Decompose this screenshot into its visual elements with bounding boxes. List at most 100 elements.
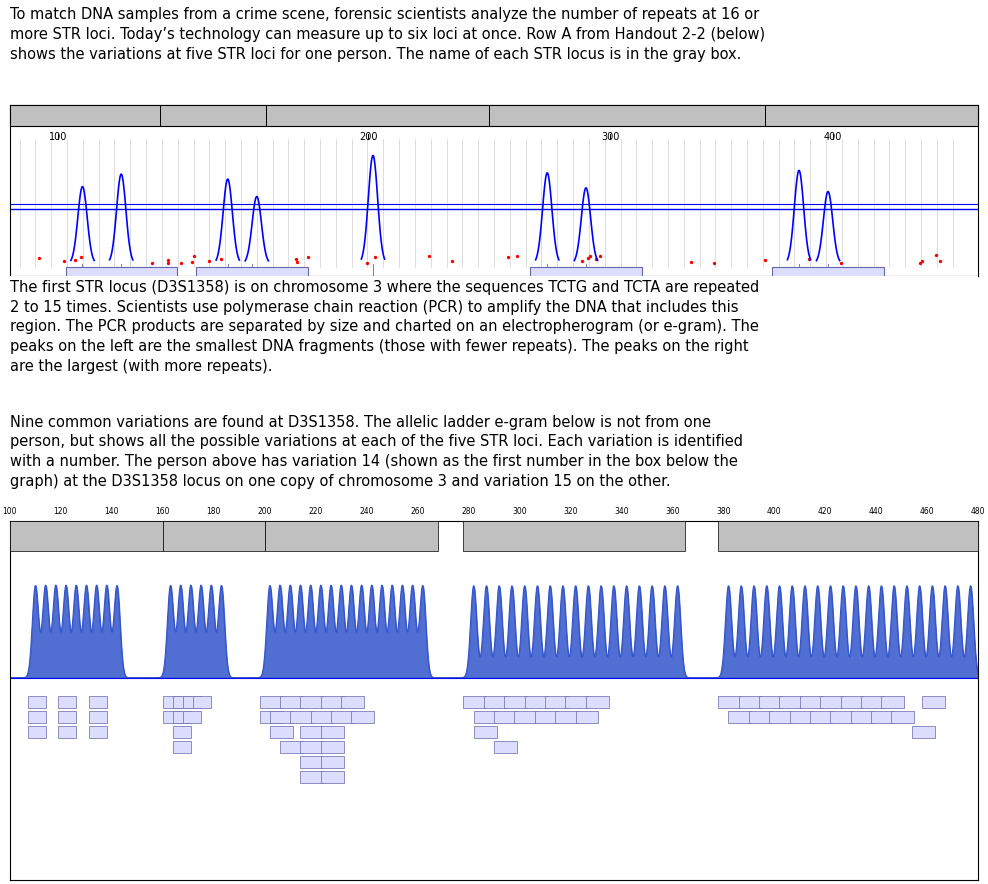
Text: 14: 14 <box>77 303 88 313</box>
Point <box>422 193 438 207</box>
Bar <box>881 696 904 708</box>
Bar <box>535 711 557 723</box>
Text: 29: 29 <box>296 713 304 719</box>
Text: THO1: THO1 <box>199 111 227 121</box>
Text: 1723: 1723 <box>71 326 94 335</box>
Bar <box>473 726 497 738</box>
Bar <box>565 696 588 708</box>
Bar <box>759 696 782 708</box>
Bar <box>173 696 191 708</box>
Bar <box>290 711 313 723</box>
Text: 13.2: 13.2 <box>496 743 512 749</box>
Bar <box>163 696 181 708</box>
Text: 11: 11 <box>785 698 794 704</box>
Text: 35: 35 <box>337 713 346 719</box>
Text: Penta_E: Penta_E <box>851 110 892 122</box>
Text: 20: 20 <box>550 698 559 704</box>
Text: 13: 13 <box>822 273 834 282</box>
Text: 24.2: 24.2 <box>273 728 288 734</box>
Bar <box>89 696 107 708</box>
Point <box>706 196 722 210</box>
Text: 9: 9 <box>767 698 772 704</box>
Bar <box>545 696 568 708</box>
Bar <box>270 711 292 723</box>
Text: 17: 17 <box>61 727 71 735</box>
FancyBboxPatch shape <box>734 298 864 368</box>
Text: 4: 4 <box>168 697 173 705</box>
Bar <box>463 696 486 708</box>
Bar <box>718 696 741 708</box>
Text: 5: 5 <box>726 698 730 704</box>
Text: 1348: 1348 <box>575 295 598 304</box>
Text: 19: 19 <box>580 273 592 282</box>
Bar <box>321 696 344 708</box>
Point <box>184 196 200 210</box>
Text: 25: 25 <box>581 713 590 719</box>
Text: 12: 12 <box>795 713 804 719</box>
Bar <box>473 711 497 723</box>
Text: 118.30: 118.30 <box>66 348 99 357</box>
Text: 175.26: 175.26 <box>236 317 268 326</box>
Text: 15: 15 <box>61 697 71 705</box>
Text: 15: 15 <box>826 698 835 704</box>
Bar <box>163 521 265 552</box>
Point <box>580 194 596 208</box>
Text: 8: 8 <box>189 697 194 705</box>
Point <box>300 193 316 207</box>
Point <box>914 195 930 210</box>
Text: 13: 13 <box>31 712 41 720</box>
Bar <box>331 711 354 723</box>
Text: 20: 20 <box>877 713 885 719</box>
Text: 9.3: 9.3 <box>245 273 259 282</box>
Bar <box>173 741 191 753</box>
Text: 122.48: 122.48 <box>106 317 137 326</box>
Text: 13.3: 13.3 <box>262 713 278 719</box>
Text: 1095: 1095 <box>240 295 264 304</box>
Text: 5: 5 <box>168 712 173 720</box>
Bar <box>352 711 374 723</box>
Text: 14: 14 <box>510 698 519 704</box>
Bar <box>321 726 344 738</box>
Text: 7: 7 <box>747 698 751 704</box>
Bar <box>321 741 344 753</box>
Text: 25.2: 25.2 <box>283 743 297 749</box>
Text: Nine common variations are found at D3S1358. The allelic ladder e-gram below is : Nine common variations are found at D3S1… <box>10 415 743 489</box>
Text: 7: 7 <box>178 712 183 720</box>
Point <box>684 195 700 210</box>
Text: 17: 17 <box>531 698 539 704</box>
Text: 19: 19 <box>92 712 102 720</box>
FancyBboxPatch shape <box>197 267 307 337</box>
Text: 311.27: 311.27 <box>532 348 563 357</box>
Bar <box>586 696 609 708</box>
Text: To match DNA samples from a crime scene, forensic scientists analyze the number : To match DNA samples from a crime scene,… <box>10 7 765 62</box>
Text: 12: 12 <box>31 697 41 705</box>
Text: 100: 100 <box>49 133 67 142</box>
Text: 19: 19 <box>866 698 875 704</box>
Text: 32: 32 <box>316 713 325 719</box>
Text: 22: 22 <box>561 713 570 719</box>
Bar <box>820 696 843 708</box>
Text: 18: 18 <box>857 713 865 719</box>
Point <box>55 195 71 210</box>
Text: 11: 11 <box>489 698 499 704</box>
Text: 416.09: 416.09 <box>812 317 844 326</box>
FancyBboxPatch shape <box>165 298 290 368</box>
Bar <box>504 696 528 708</box>
Bar <box>300 756 323 768</box>
Bar <box>173 711 191 723</box>
Text: 24: 24 <box>928 698 937 704</box>
Bar <box>321 771 344 783</box>
Bar <box>28 711 45 723</box>
Point <box>928 192 944 206</box>
Bar <box>300 771 323 783</box>
Bar <box>555 711 578 723</box>
Point <box>574 195 590 210</box>
Bar <box>10 521 163 552</box>
Text: 36: 36 <box>347 698 356 704</box>
Bar <box>830 711 854 723</box>
Text: 326.82: 326.82 <box>570 317 602 326</box>
FancyBboxPatch shape <box>773 267 883 337</box>
Bar <box>89 711 107 723</box>
Point <box>500 193 516 207</box>
Bar <box>341 696 364 708</box>
